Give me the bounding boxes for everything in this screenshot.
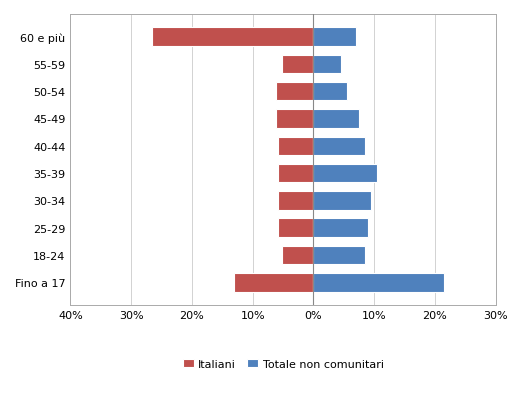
Bar xyxy=(313,219,368,237)
Bar xyxy=(313,28,356,47)
Bar xyxy=(313,164,377,183)
Bar xyxy=(278,192,313,210)
Bar xyxy=(276,83,313,101)
Bar xyxy=(313,273,444,292)
Bar xyxy=(313,137,365,156)
Bar xyxy=(278,164,313,183)
Bar xyxy=(313,192,371,210)
Bar xyxy=(282,246,313,265)
Bar xyxy=(278,137,313,156)
Bar xyxy=(234,273,313,292)
Bar xyxy=(153,28,313,47)
Bar xyxy=(313,83,347,101)
Bar xyxy=(313,55,341,74)
Bar xyxy=(276,110,313,128)
Bar xyxy=(282,55,313,74)
Legend: Italiani, Totale non comunitari: Italiani, Totale non comunitari xyxy=(178,354,388,373)
Bar xyxy=(313,246,365,265)
Bar xyxy=(313,110,359,128)
Bar xyxy=(278,219,313,237)
